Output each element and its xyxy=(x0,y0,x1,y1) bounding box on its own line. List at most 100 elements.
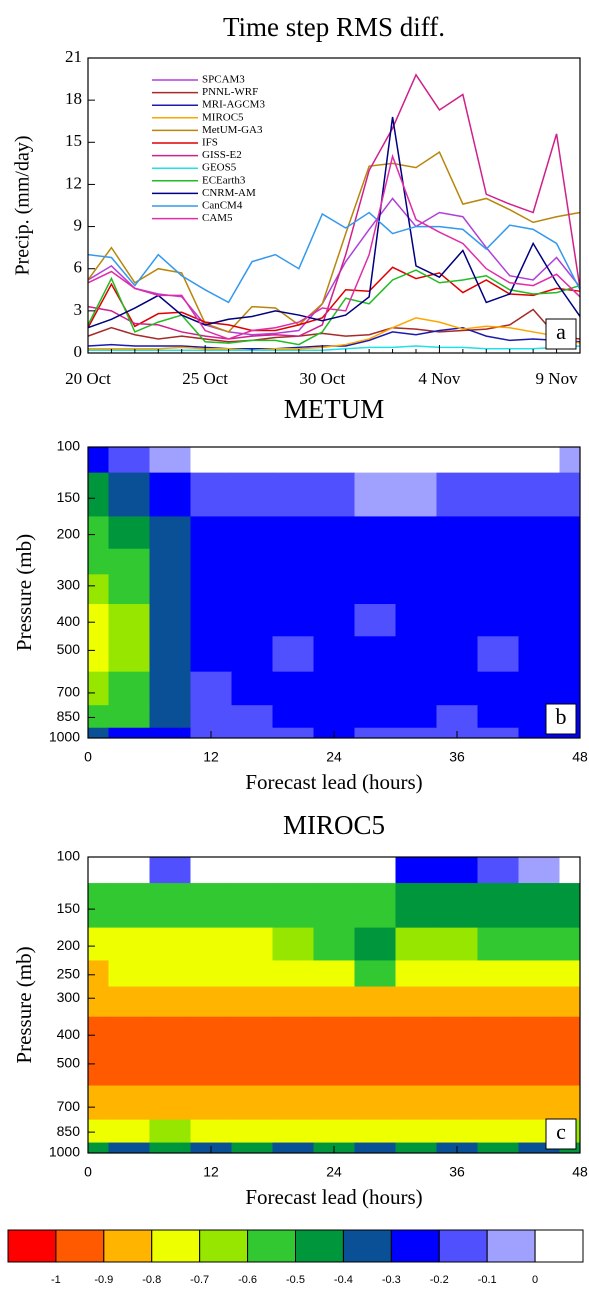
y-tick-label: 150 xyxy=(57,900,81,916)
contour-cell xyxy=(190,1016,232,1051)
contour-cell xyxy=(231,986,273,1018)
contour-cell xyxy=(354,883,396,929)
contour-cell xyxy=(272,574,314,605)
contour-cell xyxy=(559,472,581,517)
contour-cell xyxy=(518,960,560,988)
contour-cell xyxy=(313,705,355,729)
contour-cell xyxy=(149,447,191,474)
contour-cell xyxy=(395,960,437,988)
contour-field xyxy=(88,857,581,1154)
contour-cell xyxy=(231,548,273,575)
contour-cell xyxy=(354,1119,396,1144)
contour-cell xyxy=(477,1049,519,1087)
contour-cell xyxy=(395,636,437,673)
contour-cell xyxy=(190,1119,232,1144)
contour-cell xyxy=(354,516,396,550)
contour-cell xyxy=(395,986,437,1018)
contour-cell xyxy=(436,1016,478,1051)
contour-cell xyxy=(231,636,273,673)
series-line xyxy=(87,116,581,329)
x-tick-label: 12 xyxy=(203,1164,219,1180)
contour-cell xyxy=(477,574,519,605)
contour-cell xyxy=(149,516,191,550)
contour-cell xyxy=(313,1085,355,1121)
contour-cell xyxy=(108,1119,150,1144)
x-tick-label: 24 xyxy=(326,749,342,765)
contour-cell xyxy=(88,857,109,884)
contour-cell xyxy=(395,727,437,739)
contour-cell xyxy=(559,574,581,605)
contour-cell xyxy=(231,927,273,961)
contour-cell xyxy=(108,447,150,474)
contour-cell xyxy=(88,883,109,929)
y-tick-label: 6 xyxy=(74,258,83,277)
contour-cell xyxy=(313,604,355,637)
colorbar-label: -0.1 xyxy=(478,1274,497,1286)
x-tick-label: 36 xyxy=(449,749,465,765)
x-tick-label: 0 xyxy=(84,749,92,765)
contour-cell xyxy=(108,1016,150,1051)
colorbar-box xyxy=(486,1229,536,1263)
contour-cell xyxy=(272,472,314,517)
contour-cell xyxy=(231,574,273,605)
contour-cell xyxy=(149,604,191,637)
x-tick-label: 20 Oct xyxy=(65,369,111,388)
legend-label: GEOS5 xyxy=(202,162,237,174)
contour-cell xyxy=(88,960,109,988)
contour-cell xyxy=(190,636,232,673)
contour-cell xyxy=(436,960,478,988)
series-line xyxy=(87,151,581,333)
y-tick-label: 200 xyxy=(57,937,81,953)
y-tick-label: 21 xyxy=(65,47,82,66)
contour-cell xyxy=(559,447,581,474)
chart-title: METUM xyxy=(284,394,385,424)
contour-cell xyxy=(313,1016,355,1051)
contour-cell xyxy=(190,705,232,729)
series-line xyxy=(87,73,581,340)
contour-cell xyxy=(477,1142,519,1154)
contour-cell xyxy=(559,986,581,1018)
contour-cell xyxy=(149,883,191,929)
contour-cell xyxy=(149,1085,191,1121)
legend-label: CAM5 xyxy=(202,212,233,224)
contour-cell xyxy=(313,960,355,988)
series-line xyxy=(87,153,581,340)
contour-cell xyxy=(149,1119,191,1144)
contour-cell xyxy=(272,447,314,474)
contour-cell xyxy=(436,516,478,550)
contour-cell xyxy=(477,1119,519,1144)
contour-cell xyxy=(354,1142,396,1154)
contour-cell xyxy=(149,727,191,739)
panel-label-box xyxy=(545,703,577,735)
contour-cell xyxy=(395,1016,437,1051)
colorbar-label: -0.3 xyxy=(382,1274,401,1286)
contour-cell xyxy=(354,927,396,961)
contour-cell xyxy=(518,1049,560,1087)
y-tick-label: 200 xyxy=(57,525,81,541)
contour-cell xyxy=(88,516,109,550)
contour-cell xyxy=(231,604,273,637)
contour-cell xyxy=(108,986,150,1018)
contour-cell xyxy=(436,1049,478,1087)
contour-cell xyxy=(518,927,560,961)
contour-cell xyxy=(88,1142,109,1154)
contour-cell xyxy=(272,604,314,637)
legend-label: MRI-AGCM3 xyxy=(202,99,265,111)
contour-cell xyxy=(559,516,581,550)
contour-cell xyxy=(149,548,191,575)
contour-cell xyxy=(88,472,109,517)
contour-cell xyxy=(149,927,191,961)
y-tick-label: 9 xyxy=(74,215,83,234)
contour-cell xyxy=(477,857,519,884)
contour-cell xyxy=(559,548,581,575)
y-tick-label: 3 xyxy=(74,300,83,319)
x-tick-label: 48 xyxy=(572,749,588,765)
contour-cell xyxy=(313,883,355,929)
contour-cell xyxy=(518,472,560,517)
contour-cell xyxy=(231,1016,273,1051)
contour-cell xyxy=(108,548,150,575)
contour-cell xyxy=(354,1016,396,1051)
contour-cell xyxy=(518,727,560,739)
contour-cell xyxy=(108,883,150,929)
colorbar-label: -0.8 xyxy=(142,1274,161,1286)
